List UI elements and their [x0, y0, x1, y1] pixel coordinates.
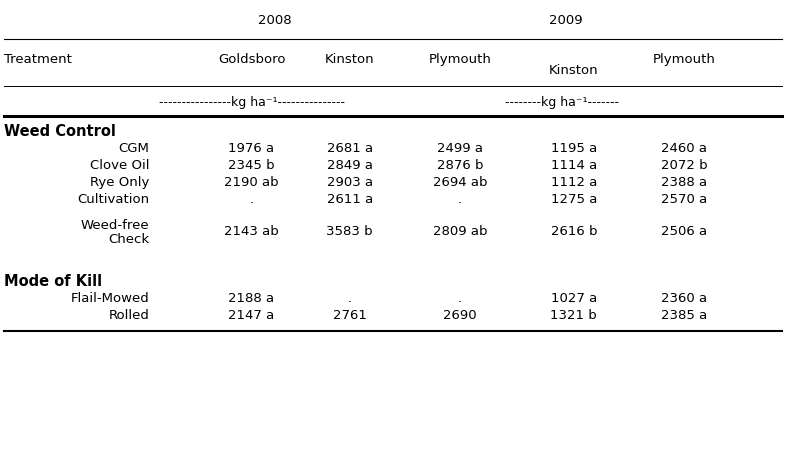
Text: 2385 a: 2385 a	[661, 309, 707, 321]
Text: Flail-Mowed: Flail-Mowed	[71, 292, 149, 305]
Text: 3583 b: 3583 b	[326, 225, 373, 238]
Text: 2809 ab: 2809 ab	[432, 225, 487, 238]
Text: 2388 a: 2388 a	[661, 176, 707, 189]
Text: 2072 b: 2072 b	[660, 159, 707, 172]
Text: Cultivation: Cultivation	[77, 193, 149, 206]
Text: Weed-free: Weed-free	[81, 219, 149, 232]
Text: Kinston: Kinston	[325, 53, 375, 65]
Text: 2611 a: 2611 a	[327, 193, 373, 206]
Text: 2009: 2009	[549, 14, 582, 27]
Text: 1114 a: 1114 a	[551, 159, 597, 172]
Text: 2460 a: 2460 a	[661, 143, 707, 155]
Text: Rye Only: Rye Only	[90, 176, 149, 189]
Text: 1275 a: 1275 a	[550, 193, 597, 206]
Text: 2690: 2690	[443, 309, 476, 321]
Text: 2188 a: 2188 a	[229, 292, 274, 305]
Text: Plymouth: Plymouth	[428, 53, 491, 65]
Text: 2616 b: 2616 b	[550, 225, 597, 238]
Text: Goldsboro: Goldsboro	[218, 53, 285, 65]
Text: 2876 b: 2876 b	[436, 159, 483, 172]
Text: 2903 a: 2903 a	[327, 176, 373, 189]
Text: .: .	[457, 292, 462, 305]
Text: 2345 b: 2345 b	[228, 159, 275, 172]
Text: 2147 a: 2147 a	[229, 309, 274, 321]
Text: Clove Oil: Clove Oil	[90, 159, 149, 172]
Text: .: .	[249, 193, 254, 206]
Text: .: .	[457, 193, 462, 206]
Text: Weed Control: Weed Control	[4, 124, 116, 139]
Text: 1195 a: 1195 a	[551, 143, 597, 155]
Text: 2761: 2761	[332, 309, 367, 321]
Text: Check: Check	[108, 233, 149, 246]
Text: 2008: 2008	[259, 14, 292, 27]
Text: 1112 a: 1112 a	[550, 176, 597, 189]
Text: Plymouth: Plymouth	[652, 54, 715, 66]
Text: Mode of Kill: Mode of Kill	[4, 274, 102, 289]
Text: 2694 ab: 2694 ab	[432, 176, 487, 189]
Text: 1027 a: 1027 a	[551, 292, 597, 305]
Text: Rolled: Rolled	[108, 309, 149, 321]
Text: ----------------kg ha⁻¹---------------: ----------------kg ha⁻¹---------------	[159, 96, 344, 109]
Text: Kinston: Kinston	[549, 64, 599, 77]
Text: .: .	[347, 292, 352, 305]
Text: 2506 a: 2506 a	[661, 225, 707, 238]
Text: 2849 a: 2849 a	[327, 159, 373, 172]
Text: 2360 a: 2360 a	[661, 292, 707, 305]
Text: 1976 a: 1976 a	[229, 143, 274, 155]
Text: 2499 a: 2499 a	[437, 143, 483, 155]
Text: 2681 a: 2681 a	[327, 143, 373, 155]
Text: 2143 ab: 2143 ab	[224, 225, 279, 238]
Text: --------kg ha⁻¹-------: --------kg ha⁻¹-------	[505, 96, 619, 109]
Text: 2190 ab: 2190 ab	[224, 176, 279, 189]
Text: 1321 b: 1321 b	[550, 309, 597, 321]
Text: 2570 a: 2570 a	[661, 193, 707, 206]
Text: Treatment: Treatment	[4, 53, 72, 65]
Text: CGM: CGM	[119, 143, 149, 155]
